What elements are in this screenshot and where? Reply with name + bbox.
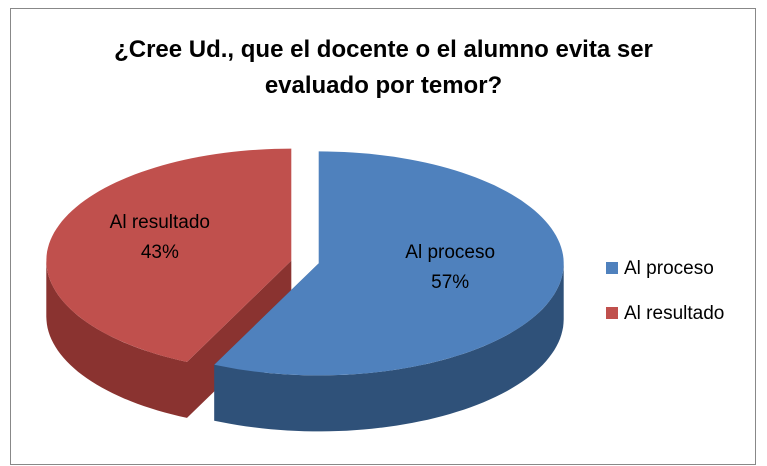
legend-label: Al proceso: [624, 258, 714, 279]
slice-side: [46, 260, 187, 418]
pie: Al proceso 57% Al resultado 43%: [46, 148, 564, 432]
slice-side: [214, 263, 564, 432]
slice-label: Al proceso: [405, 242, 495, 263]
legend-swatch: [606, 307, 618, 319]
slice-cut-face: [187, 260, 292, 418]
legend: Al proceso Al resultado: [606, 258, 724, 324]
slice-label: Al resultado: [110, 212, 210, 233]
legend-swatch: [606, 262, 618, 274]
legend-label: Al resultado: [624, 303, 724, 324]
slice: [46, 148, 292, 362]
slice-value-label: 57%: [431, 272, 469, 293]
slice: [214, 151, 564, 376]
slice-value-label: 43%: [141, 242, 179, 263]
chart-title: ¿Cree Ud., que el docente o el alumno ev…: [114, 36, 653, 99]
